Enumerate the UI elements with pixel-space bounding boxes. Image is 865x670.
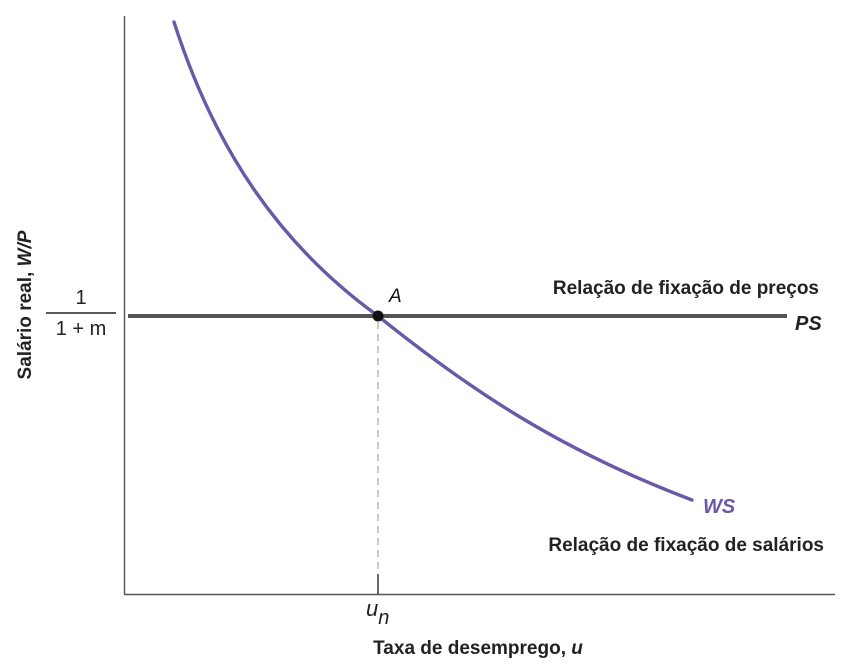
equilibrium-label: A: [388, 286, 402, 307]
ws-label: WS: [703, 496, 736, 518]
ws-curve: [172, 20, 694, 502]
x-tick-un-main: u: [366, 596, 378, 621]
x-axis-title: Taxa de desemprego, u: [373, 638, 583, 659]
equilibrium-point: [372, 310, 384, 322]
ps-label: PS: [795, 313, 822, 335]
ws-description: Relação de fixação de salários: [548, 535, 824, 556]
x-tick-un-sub: n: [378, 607, 389, 629]
ps-description: Relação de fixação de preços: [553, 278, 819, 299]
y-tick-denominator: 1 + m: [56, 318, 107, 340]
y-tick-numerator: 1: [75, 287, 86, 309]
x-tick-un-label: un: [366, 596, 389, 629]
y-axis-title: Salário real, W/P: [15, 230, 36, 379]
